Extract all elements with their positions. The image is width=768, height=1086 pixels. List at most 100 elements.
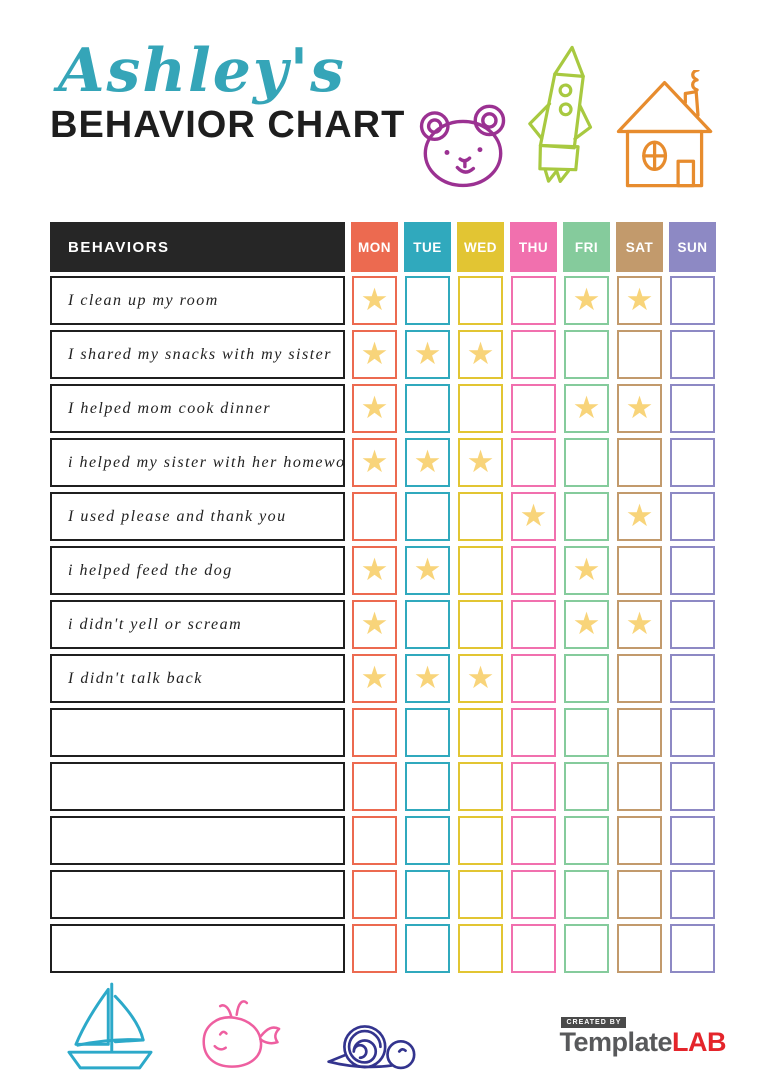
day-cell-2-thu[interactable] <box>511 330 556 379</box>
day-cell-8-wed[interactable]: ★ <box>458 654 503 703</box>
day-cell-9-mon[interactable] <box>352 708 397 757</box>
day-cell-8-fri[interactable] <box>564 654 609 703</box>
day-cell-10-fri[interactable] <box>564 762 609 811</box>
day-cell-1-mon[interactable]: ★ <box>352 276 397 325</box>
day-cell-2-wed[interactable]: ★ <box>458 330 503 379</box>
day-cell-11-mon[interactable] <box>352 816 397 865</box>
day-cell-2-sat[interactable] <box>617 330 662 379</box>
day-cell-5-sun[interactable] <box>670 492 715 541</box>
day-cell-2-mon[interactable]: ★ <box>352 330 397 379</box>
day-cell-3-sat[interactable]: ★ <box>617 384 662 433</box>
day-cell-10-wed[interactable] <box>458 762 503 811</box>
day-cell-10-mon[interactable] <box>352 762 397 811</box>
day-cell-8-mon[interactable]: ★ <box>352 654 397 703</box>
day-cell-5-tue[interactable] <box>405 492 450 541</box>
day-cell-5-sat[interactable]: ★ <box>617 492 662 541</box>
day-cell-13-sun[interactable] <box>670 924 715 973</box>
day-cell-11-thu[interactable] <box>511 816 556 865</box>
day-cell-7-mon[interactable]: ★ <box>352 600 397 649</box>
day-cell-6-sun[interactable] <box>670 546 715 595</box>
day-cell-7-sat[interactable]: ★ <box>617 600 662 649</box>
behavior-cell-12[interactable] <box>50 870 345 919</box>
day-cell-2-fri[interactable] <box>564 330 609 379</box>
day-cell-1-sat[interactable]: ★ <box>617 276 662 325</box>
behavior-cell-3[interactable]: I helped mom cook dinner <box>50 384 345 433</box>
day-cell-8-sat[interactable] <box>617 654 662 703</box>
day-cell-2-tue[interactable]: ★ <box>405 330 450 379</box>
behavior-cell-10[interactable] <box>50 762 345 811</box>
day-cell-10-thu[interactable] <box>511 762 556 811</box>
day-cell-7-thu[interactable] <box>511 600 556 649</box>
day-cell-4-thu[interactable] <box>511 438 556 487</box>
day-cell-8-tue[interactable]: ★ <box>405 654 450 703</box>
day-cell-4-sat[interactable] <box>617 438 662 487</box>
day-cell-13-wed[interactable] <box>458 924 503 973</box>
day-cell-4-tue[interactable]: ★ <box>405 438 450 487</box>
day-cell-12-wed[interactable] <box>458 870 503 919</box>
behavior-cell-5[interactable]: I used please and thank you <box>50 492 345 541</box>
day-cell-7-fri[interactable]: ★ <box>564 600 609 649</box>
day-cell-5-wed[interactable] <box>458 492 503 541</box>
day-cell-6-fri[interactable]: ★ <box>564 546 609 595</box>
behavior-cell-7[interactable]: i didn't yell or scream <box>50 600 345 649</box>
day-cell-13-fri[interactable] <box>564 924 609 973</box>
day-cell-12-fri[interactable] <box>564 870 609 919</box>
day-cell-1-sun[interactable] <box>670 276 715 325</box>
behavior-cell-1[interactable]: I clean up my room <box>50 276 345 325</box>
day-cell-13-thu[interactable] <box>511 924 556 973</box>
behavior-cell-8[interactable]: I didn't talk back <box>50 654 345 703</box>
day-cell-6-wed[interactable] <box>458 546 503 595</box>
day-cell-12-thu[interactable] <box>511 870 556 919</box>
day-cell-7-wed[interactable] <box>458 600 503 649</box>
day-cell-4-mon[interactable]: ★ <box>352 438 397 487</box>
day-cell-13-mon[interactable] <box>352 924 397 973</box>
day-cell-13-sat[interactable] <box>617 924 662 973</box>
day-cell-4-fri[interactable] <box>564 438 609 487</box>
day-cell-6-mon[interactable]: ★ <box>352 546 397 595</box>
day-cell-3-tue[interactable] <box>405 384 450 433</box>
day-cell-1-fri[interactable]: ★ <box>564 276 609 325</box>
day-cell-12-mon[interactable] <box>352 870 397 919</box>
day-cell-12-tue[interactable] <box>405 870 450 919</box>
behavior-cell-13[interactable] <box>50 924 345 973</box>
day-cell-9-thu[interactable] <box>511 708 556 757</box>
day-cell-12-sat[interactable] <box>617 870 662 919</box>
behavior-cell-9[interactable] <box>50 708 345 757</box>
day-cell-8-sun[interactable] <box>670 654 715 703</box>
behavior-cell-6[interactable]: i helped feed the dog <box>50 546 345 595</box>
behavior-cell-4[interactable]: i helped my sister with her homework <box>50 438 345 487</box>
behavior-cell-11[interactable] <box>50 816 345 865</box>
day-cell-6-thu[interactable] <box>511 546 556 595</box>
day-cell-3-wed[interactable] <box>458 384 503 433</box>
day-cell-3-mon[interactable]: ★ <box>352 384 397 433</box>
day-cell-8-thu[interactable] <box>511 654 556 703</box>
day-cell-1-wed[interactable] <box>458 276 503 325</box>
day-cell-10-tue[interactable] <box>405 762 450 811</box>
day-cell-4-wed[interactable]: ★ <box>458 438 503 487</box>
day-cell-11-tue[interactable] <box>405 816 450 865</box>
day-cell-9-sat[interactable] <box>617 708 662 757</box>
day-cell-7-sun[interactable] <box>670 600 715 649</box>
day-cell-6-tue[interactable]: ★ <box>405 546 450 595</box>
day-cell-11-wed[interactable] <box>458 816 503 865</box>
day-cell-10-sat[interactable] <box>617 762 662 811</box>
day-cell-1-tue[interactable] <box>405 276 450 325</box>
day-cell-13-tue[interactable] <box>405 924 450 973</box>
day-cell-3-fri[interactable]: ★ <box>564 384 609 433</box>
day-cell-2-sun[interactable] <box>670 330 715 379</box>
day-cell-4-sun[interactable] <box>670 438 715 487</box>
day-cell-3-sun[interactable] <box>670 384 715 433</box>
day-cell-9-wed[interactable] <box>458 708 503 757</box>
day-cell-5-fri[interactable] <box>564 492 609 541</box>
day-cell-6-sat[interactable] <box>617 546 662 595</box>
day-cell-12-sun[interactable] <box>670 870 715 919</box>
day-cell-3-thu[interactable] <box>511 384 556 433</box>
day-cell-9-fri[interactable] <box>564 708 609 757</box>
day-cell-5-thu[interactable]: ★ <box>511 492 556 541</box>
day-cell-1-thu[interactable] <box>511 276 556 325</box>
day-cell-7-tue[interactable] <box>405 600 450 649</box>
day-cell-11-sun[interactable] <box>670 816 715 865</box>
day-cell-9-sun[interactable] <box>670 708 715 757</box>
behavior-cell-2[interactable]: I shared my snacks with my sister <box>50 330 345 379</box>
day-cell-9-tue[interactable] <box>405 708 450 757</box>
